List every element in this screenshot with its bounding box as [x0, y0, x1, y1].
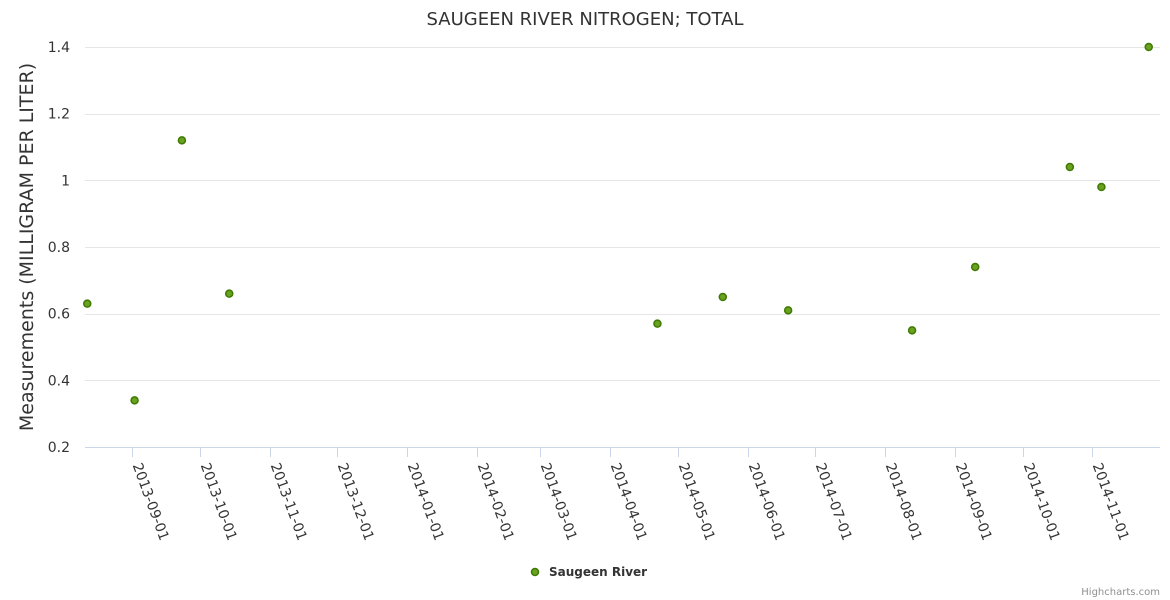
data-point[interactable] — [783, 306, 793, 315]
y-tick-label: 0.6 — [48, 307, 70, 323]
data-point[interactable] — [907, 326, 917, 335]
y-axis-ticks: 0.2 0.4 0.6 0.8 1 1.2 1.4 — [48, 40, 70, 456]
x-tick-label: 2014-04-01 — [607, 461, 650, 543]
y-tick-label: 1.2 — [48, 107, 70, 123]
y-tick-label: 1 — [61, 173, 70, 189]
y-tick-label: 0.4 — [48, 373, 70, 389]
legend-label[interactable]: Saugeen River — [549, 565, 647, 579]
data-point[interactable] — [177, 136, 187, 145]
grid — [85, 47, 1160, 381]
x-tick-label: 2014-01-01 — [404, 461, 447, 543]
legend[interactable]: Saugeen River — [530, 565, 648, 579]
x-axis: 2013-09-01 2013-10-01 2013-11-01 2013-12-01… — [85, 447, 1160, 543]
y-axis-label: Measurements (MILLIGRAM PER LITER) — [16, 63, 38, 431]
data-point[interactable] — [1065, 162, 1075, 172]
y-tick-label: 0.2 — [48, 440, 70, 456]
data-point[interactable] — [130, 396, 139, 405]
x-tick-label: 2013-10-01 — [197, 461, 240, 543]
x-tick-label: 2014-05-01 — [675, 461, 718, 543]
chart-title: SAUGEEN RIVER NITROGEN; TOTAL — [427, 9, 744, 30]
x-tick-label: 2013-11-01 — [267, 461, 310, 543]
data-point[interactable] — [83, 299, 92, 308]
x-tick-label: 2014-08-01 — [882, 461, 925, 543]
data-point[interactable] — [653, 319, 662, 328]
x-tick-label: 2014-09-01 — [952, 461, 995, 543]
x-tick-label: 2014-02-01 — [474, 461, 517, 543]
data-points — [83, 42, 1153, 405]
data-point[interactable] — [718, 292, 728, 302]
x-tick-label: 2014-11-01 — [1089, 461, 1132, 543]
legend-marker — [530, 567, 540, 577]
x-tick-label: 2014-06-01 — [745, 461, 788, 543]
x-tick-label: 2014-03-01 — [537, 461, 580, 543]
data-point[interactable] — [970, 262, 980, 272]
y-tick-label: 1.4 — [48, 40, 70, 56]
x-tick-label: 2014-07-01 — [812, 461, 855, 543]
data-point[interactable] — [224, 289, 234, 298]
y-tick-label: 0.8 — [48, 240, 70, 256]
data-point[interactable] — [1144, 42, 1153, 52]
data-point[interactable] — [1097, 182, 1106, 192]
x-tick-label: 2013-09-01 — [129, 461, 172, 543]
x-tick-label: 2013-12-01 — [334, 461, 377, 543]
x-tick-label: 2014-10-01 — [1020, 461, 1063, 543]
credits-link[interactable]: Highcharts.com — [1081, 587, 1160, 598]
